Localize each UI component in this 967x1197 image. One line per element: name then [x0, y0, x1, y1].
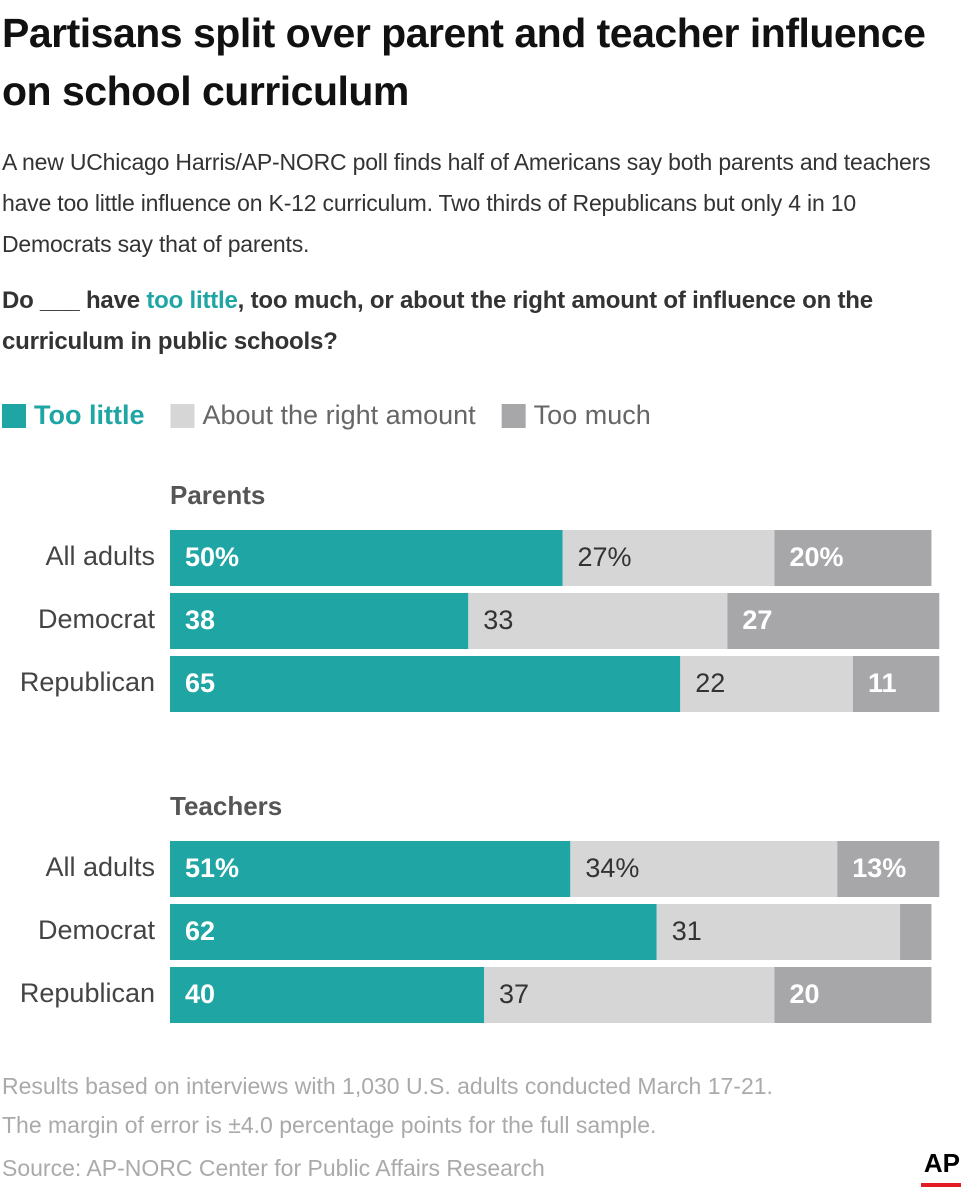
bar-segment — [170, 593, 469, 649]
value-label: 33 — [483, 605, 513, 635]
logo-underline — [921, 1183, 961, 1187]
value-label: 27% — [578, 542, 632, 572]
legend-swatch — [501, 404, 526, 428]
value-label: 51% — [185, 853, 239, 883]
panel-title: Teachers — [170, 791, 282, 821]
question: Do ___ have too little, too much, or abo… — [2, 280, 962, 362]
subtitle: A new UChicago Harris/AP-NORC poll finds… — [2, 149, 931, 257]
legend-label: Too little — [34, 400, 144, 430]
source: Source: AP-NORC Center for Public Affair… — [2, 1155, 545, 1181]
bar-segment — [570, 841, 838, 897]
category-label: Republican — [20, 978, 155, 1008]
bar-segment — [774, 967, 932, 1023]
legend-swatch — [2, 404, 26, 428]
value-label: 62 — [185, 916, 215, 946]
legend-swatch — [170, 404, 195, 428]
question-text: Do ___ have — [2, 287, 147, 314]
bar-segment — [170, 904, 657, 960]
value-label: 20% — [789, 542, 843, 572]
bar-segment — [170, 967, 484, 1023]
bar-segment — [727, 593, 940, 649]
bar-segment — [468, 593, 728, 649]
bar-segment — [837, 841, 940, 897]
bar-segment — [900, 904, 932, 960]
bar-segment — [774, 530, 932, 586]
value-label: 31 — [672, 916, 702, 946]
value-label: 65 — [185, 668, 215, 698]
question-highlight: too little — [146, 287, 238, 314]
panel-title: Parents — [170, 480, 265, 510]
legend-label: Too much — [534, 400, 651, 430]
note: Results based on interviews with 1,030 U… — [2, 1073, 773, 1099]
value-label: 37 — [499, 979, 529, 1009]
bar-segment — [170, 656, 681, 712]
bar-segment — [170, 530, 563, 586]
value-label: 34% — [585, 853, 639, 883]
question-text: , too much, or about the right amount of… — [2, 287, 873, 355]
legend-label: About the right amount — [202, 400, 476, 430]
title: Partisans split over parent and teacher … — [2, 10, 926, 114]
value-label: 20 — [789, 979, 819, 1009]
category-label: Republican — [20, 667, 155, 697]
bar-segment — [680, 656, 853, 712]
value-label: 13% — [852, 853, 906, 883]
bar-segment — [170, 841, 571, 897]
bar-segment — [484, 967, 775, 1023]
bar-segment — [656, 904, 901, 960]
category-label: Democrat — [38, 915, 156, 945]
value-label: 11 — [868, 668, 897, 698]
value-label: 27 — [742, 605, 772, 635]
category-label: Democrat — [38, 604, 156, 634]
value-label: 22 — [695, 668, 725, 698]
value-label: 38 — [185, 605, 215, 635]
note: The margin of error is ±4.0 percentage p… — [2, 1112, 656, 1138]
category-label: All adults — [45, 541, 155, 571]
logo: AP — [924, 1148, 960, 1178]
value-label: 50% — [185, 542, 239, 572]
category-label: All adults — [45, 852, 155, 882]
bar-segment — [852, 656, 940, 712]
value-label: 40 — [185, 979, 215, 1009]
bar-segment — [562, 530, 775, 586]
